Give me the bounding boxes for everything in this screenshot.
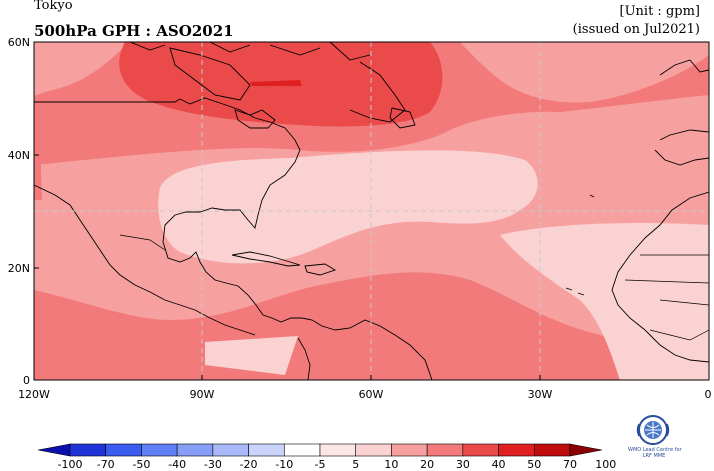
colorbar-swatch: [498, 443, 535, 457]
colorbar-swatch: [176, 443, 214, 457]
axis-ticks: [33, 41, 710, 381]
colorbar-swatch: [319, 443, 357, 457]
lat-label-40n: 40N: [8, 149, 30, 162]
anomaly-region-central: [158, 150, 538, 264]
colorbar-swatch: [69, 443, 107, 457]
lon-label-30w: 30W: [528, 388, 553, 401]
colorbar-swatch: [212, 443, 249, 457]
logo-caption: WMO Lead Centre for LRF MME: [628, 447, 682, 459]
colorbar-tick-label: 30: [455, 458, 470, 471]
colorbar-tick-label: 40: [491, 458, 506, 471]
colorbar-max-arrow: [569, 443, 603, 457]
anomaly-region-pacific: [205, 336, 298, 375]
colorbar-swatch: [141, 443, 178, 457]
borders: [34, 101, 709, 341]
colorbar-tick-label: 10: [384, 458, 399, 471]
colorbar-tick-label: 100: [595, 458, 617, 471]
colorbar-tick-label: -10: [275, 458, 294, 471]
lat-label-0: 0: [23, 374, 30, 387]
colorbar-tick-label: -20: [239, 458, 258, 471]
coastlines: [34, 42, 709, 380]
lon-label-0: 0: [705, 388, 712, 401]
colorbar-swatch: [426, 443, 464, 457]
anomaly-region-northwest: [34, 42, 130, 96]
colorbar-tick-label: -100: [57, 458, 83, 471]
colorbar-swatch: [391, 443, 428, 457]
anomaly-region-southeast: [500, 223, 709, 380]
logo-caption-line1: WMO Lead Centre for: [628, 447, 682, 453]
unit-label: [Unit : gpm]: [619, 4, 700, 19]
lon-label-90w: 90W: [190, 388, 215, 401]
location-label: Tokyo: [34, 0, 73, 13]
lat-label-20n: 20N: [8, 262, 30, 275]
colorbar-tick-label: 70: [563, 458, 577, 471]
colorbar-tick-label: -30: [203, 458, 222, 471]
colorbar-tick-label: 20: [420, 458, 435, 471]
colorbar-tick-label: 5: [352, 458, 360, 471]
colorbar-tick-label: -40: [168, 458, 187, 471]
lon-label-60w: 60W: [359, 388, 384, 401]
map-title: 500hPa GPH : ASO2021: [34, 22, 234, 40]
lat-label-60n: 60N: [8, 36, 30, 49]
colorbar-tick-label: 50: [527, 458, 542, 471]
issued-label: (issued on Jul2021): [572, 22, 700, 37]
logo-caption-line2: LRF MME: [642, 453, 666, 459]
colorbar-min-arrow: [37, 443, 71, 457]
gridlines: [34, 42, 709, 380]
colorbar-swatch: [105, 443, 142, 457]
colorbar-swatch: [533, 443, 571, 457]
colorbar-swatch: [462, 443, 499, 457]
wmo-logo-icon: [636, 415, 670, 445]
anomaly-region-northeast: [460, 42, 709, 103]
colorbar-swatch: [283, 443, 321, 457]
colorbar: [37, 443, 603, 457]
colorbar-tick-label: -50: [132, 458, 151, 471]
anomaly-region-south: [34, 272, 624, 380]
colorbar-tick-label: -70: [96, 458, 115, 471]
anomaly-core: [250, 80, 302, 86]
colorbar-swatch: [355, 443, 392, 457]
lon-label-120w: 120W: [18, 388, 50, 401]
colorbar-tick-label: -5: [314, 458, 326, 471]
colorbar-swatch: [248, 443, 285, 457]
